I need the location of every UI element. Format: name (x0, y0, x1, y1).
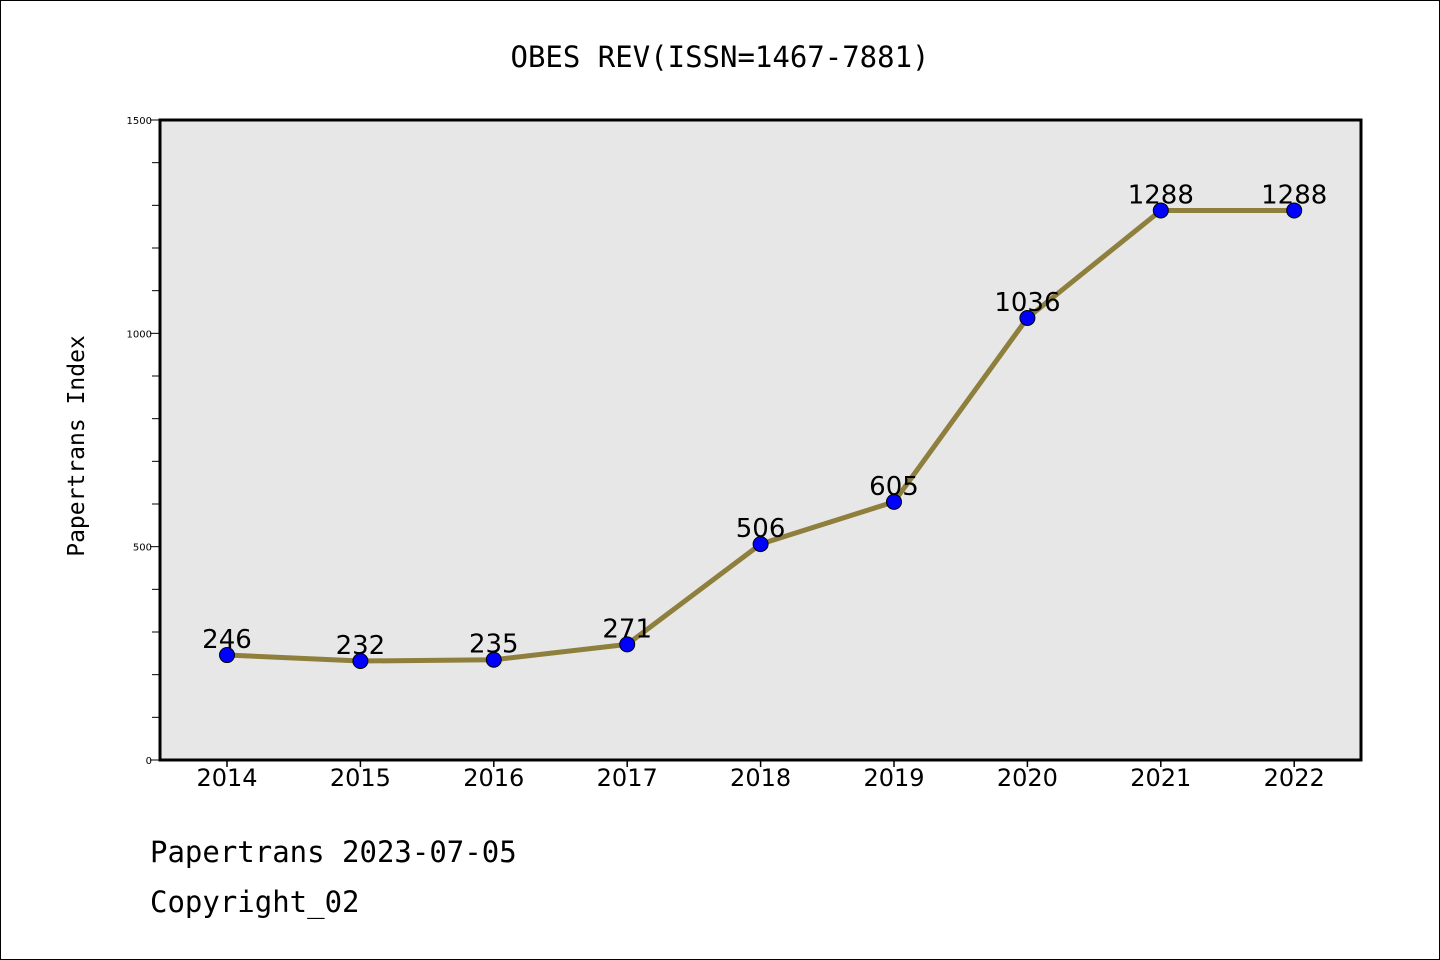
data-point (1286, 202, 1303, 219)
data-label: 1036 (994, 288, 1060, 318)
footer-copyright-text: Copyright_02 (150, 885, 360, 919)
data-point (219, 647, 235, 664)
data-label: 235 (469, 630, 519, 660)
footer-date-text: Papertrans 2023-07-05 (150, 835, 517, 869)
data-label: 271 (602, 614, 652, 644)
x-ticks: 2014 2015 2016 2017 2018 2019 2020 2021 2022 (196, 760, 1325, 792)
y-tick-label: 1000 (127, 329, 152, 340)
y-major-ticks: 0 500 1000 1500 (127, 116, 160, 767)
data-point (1152, 202, 1169, 219)
x-tick-label: 2017 (597, 764, 658, 792)
data-label: 232 (336, 631, 386, 661)
y-tick-label: 0 (146, 756, 152, 767)
x-tick-label: 2018 (730, 764, 791, 792)
x-tick-label: 2019 (863, 764, 924, 792)
data-label: 1288 (1261, 180, 1327, 210)
plot-area (160, 120, 1361, 760)
data-point (485, 651, 502, 668)
x-tick-label: 2014 (196, 764, 257, 792)
data-label: 605 (869, 472, 919, 502)
data-label: 246 (202, 625, 252, 655)
data-labels: 246 232 235 271 506 605 1036 1288 1288 (202, 180, 1327, 661)
y-tick-label: 1500 (127, 116, 152, 127)
data-label: 1288 (1128, 180, 1194, 210)
data-point (752, 536, 769, 553)
x-tick-label: 2015 (330, 764, 391, 792)
y-axis-label: Papertrans Index (64, 335, 90, 557)
x-tick-label: 2016 (463, 764, 524, 792)
data-label: 506 (736, 514, 786, 544)
data-point (1019, 309, 1036, 326)
data-point (352, 653, 369, 670)
data-point (619, 636, 636, 653)
chart-title: OBES REV(ISSN=1467-7881) (510, 40, 929, 74)
x-tick-label: 2022 (1264, 764, 1325, 792)
data-point (886, 493, 902, 510)
plot-border (158, 118, 1363, 762)
x-tick-label: 2021 (1130, 764, 1191, 792)
series-markers (219, 202, 1303, 670)
x-tick-label: 2020 (997, 764, 1058, 792)
y-tick-label: 500 (133, 543, 152, 554)
